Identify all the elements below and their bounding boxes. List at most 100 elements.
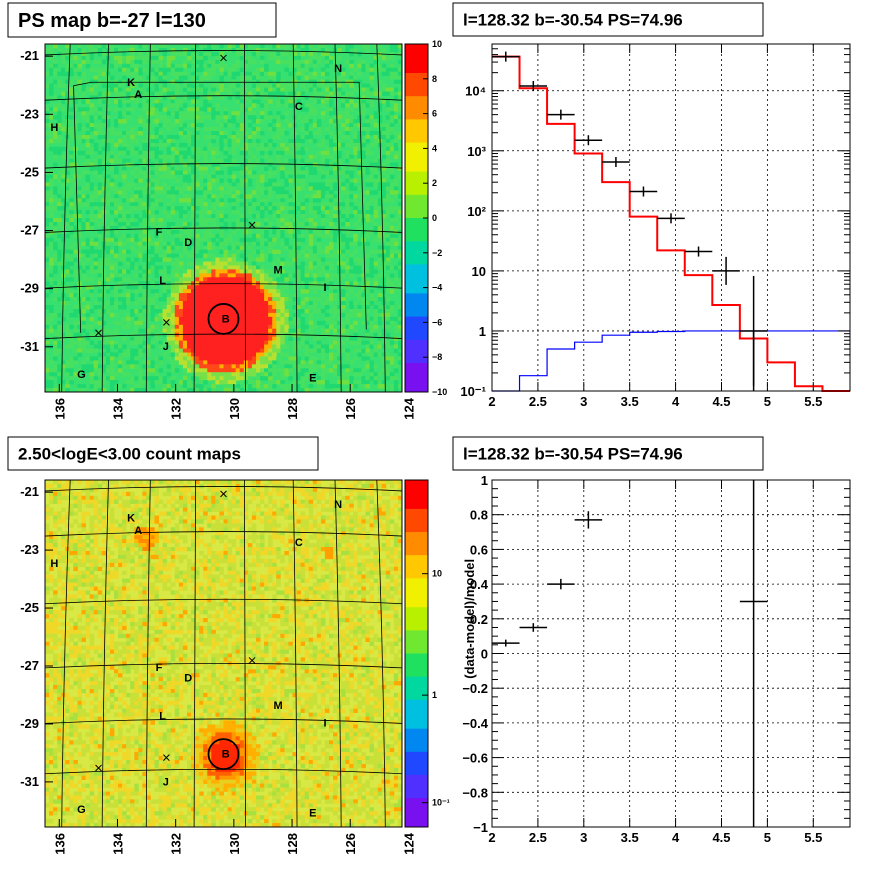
map-pixel xyxy=(353,103,358,108)
map-pixel xyxy=(341,142,346,148)
map-pixel xyxy=(235,328,241,334)
map-pixel xyxy=(320,277,326,282)
map-pixel xyxy=(207,194,212,199)
map-pixel xyxy=(288,202,293,207)
map-pixel xyxy=(312,245,318,251)
map-pixel xyxy=(219,146,224,152)
map-pixel xyxy=(312,107,318,112)
map-pixel xyxy=(211,206,216,211)
chart-title-box: PS map b=-27 l=130 xyxy=(7,2,277,38)
map-pixel xyxy=(260,103,265,108)
map-pixel xyxy=(288,55,293,61)
map-pixel xyxy=(235,198,241,203)
map-pixel xyxy=(397,119,403,124)
map-pixel xyxy=(170,301,176,306)
map-pixel xyxy=(138,91,143,96)
map-pixel xyxy=(158,174,164,179)
map-pixel xyxy=(296,150,301,156)
map-pixel xyxy=(235,123,241,128)
map-pixel xyxy=(49,265,54,270)
map-pixel xyxy=(174,150,180,156)
map-pixel xyxy=(195,340,200,345)
map-pixel xyxy=(268,285,273,290)
map-pixel xyxy=(223,376,228,381)
map-pixel xyxy=(77,67,82,73)
map-pixel xyxy=(381,360,387,365)
map-pixel xyxy=(85,138,91,144)
map-pixel xyxy=(199,309,204,314)
map-pixel xyxy=(324,297,330,302)
map-pixel xyxy=(207,344,212,349)
map-pixel xyxy=(280,51,285,57)
map-pixel xyxy=(345,202,350,207)
map-pixel xyxy=(264,344,269,349)
map-pixel xyxy=(276,158,281,164)
map-pixel xyxy=(134,75,139,80)
map-pixel xyxy=(300,368,306,373)
map-pixel xyxy=(357,336,362,341)
map-pixel xyxy=(268,328,273,334)
map-pixel xyxy=(126,293,131,298)
map-pixel xyxy=(231,206,237,211)
map-pixel xyxy=(191,324,196,330)
map-pixel xyxy=(329,214,334,219)
map-pixel xyxy=(118,115,123,120)
map-pixel xyxy=(142,348,147,353)
map-pixel xyxy=(85,154,91,160)
map-pixel xyxy=(122,372,127,377)
map-pixel xyxy=(312,305,318,310)
map-pixel xyxy=(166,285,172,290)
map-pixel xyxy=(77,233,82,239)
map-pixel xyxy=(85,162,91,167)
map-pixel xyxy=(292,253,297,258)
source-label: I xyxy=(323,282,326,294)
map-pixel xyxy=(223,71,228,77)
map-pixel xyxy=(174,348,180,353)
map-pixel xyxy=(320,265,326,270)
map-pixel xyxy=(247,210,253,215)
map-pixel xyxy=(231,344,237,349)
map-pixel xyxy=(239,123,245,128)
map-pixel xyxy=(296,115,301,120)
map-pixel xyxy=(308,324,314,330)
chart-title: PS map b=-27 l=130 xyxy=(18,10,206,32)
map-pixel xyxy=(61,154,66,160)
map-pixel xyxy=(284,83,289,88)
colorbar-cell xyxy=(405,125,428,132)
map-pixel xyxy=(138,265,143,270)
map-pixel xyxy=(45,348,50,353)
map-pixel xyxy=(203,305,208,310)
map-pixel xyxy=(65,380,70,385)
map-pixel xyxy=(308,297,314,302)
map-pixel xyxy=(146,210,151,215)
map-pixel xyxy=(365,83,370,88)
map-pixel xyxy=(162,87,168,92)
map-pixel xyxy=(227,320,233,326)
map-pixel xyxy=(235,261,241,266)
map-pixel xyxy=(142,297,147,302)
map-pixel xyxy=(187,95,192,100)
map-pixel xyxy=(97,372,103,377)
map-pixel xyxy=(333,214,338,219)
map-pixel xyxy=(353,210,358,215)
map-pixel xyxy=(239,293,245,298)
map-pixel xyxy=(292,44,297,49)
map-pixel xyxy=(251,135,257,140)
map-pixel xyxy=(288,95,293,100)
map-pixel xyxy=(300,48,306,53)
map-pixel xyxy=(377,245,383,251)
map-pixel xyxy=(203,273,208,278)
map-pixel xyxy=(341,166,346,171)
map-pixel xyxy=(73,174,78,179)
map-pixel xyxy=(97,336,103,341)
map-pixel xyxy=(251,222,257,227)
map-pixel xyxy=(276,273,281,278)
map-pixel xyxy=(239,214,245,219)
map-pixel xyxy=(243,348,249,353)
map-pixel xyxy=(361,95,366,100)
map-pixel xyxy=(69,356,74,361)
map-pixel xyxy=(397,316,403,322)
map-pixel xyxy=(187,131,192,136)
map-pixel xyxy=(97,115,103,120)
colorbar-cell xyxy=(405,67,428,74)
